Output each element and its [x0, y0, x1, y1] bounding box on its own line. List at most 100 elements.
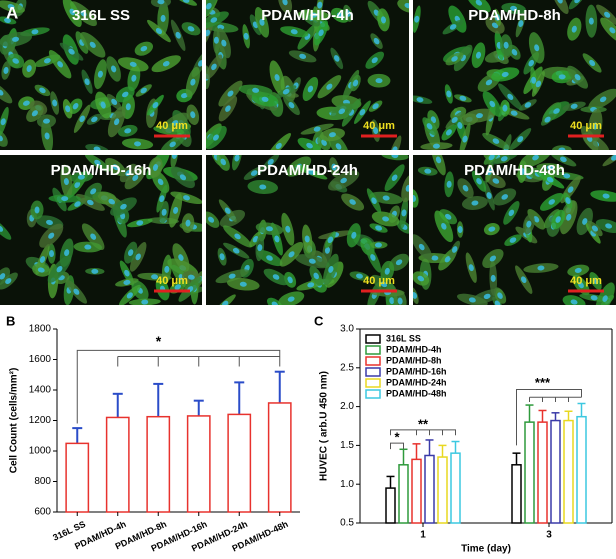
nucleus	[457, 122, 463, 129]
nucleus	[259, 184, 267, 190]
nucleus	[140, 87, 147, 94]
nucleus	[208, 216, 215, 223]
nucleus	[483, 293, 491, 299]
nucleus	[334, 55, 340, 62]
bar	[537, 421, 548, 524]
nucleus	[94, 159, 101, 166]
nucleus	[446, 90, 452, 98]
nucleus	[565, 197, 571, 204]
y-tick-label: 1200	[29, 415, 52, 426]
nucleus	[290, 29, 298, 35]
y-tick-label: 1.5	[340, 440, 354, 451]
nucleus	[570, 299, 578, 305]
nucleus	[359, 109, 366, 116]
legend-swatch	[365, 378, 381, 388]
nucleus	[488, 226, 496, 232]
nucleus	[34, 206, 40, 214]
micrograph	[413, 0, 616, 150]
nucleus	[136, 220, 144, 226]
y-axis-label: Cell Count (cells/mm²)	[9, 368, 20, 474]
nucleus	[553, 108, 560, 114]
nucleus	[492, 178, 500, 184]
nucleus	[459, 95, 467, 101]
nucleus	[299, 53, 307, 59]
nucleus	[180, 92, 188, 99]
nucleus	[349, 199, 356, 205]
nucleus	[152, 101, 159, 109]
nucleus	[441, 222, 447, 230]
nucleus	[426, 123, 433, 130]
nucleus	[492, 138, 500, 144]
nucleus	[187, 274, 195, 280]
nucleus	[497, 292, 503, 299]
bar	[411, 458, 422, 524]
nucleus	[578, 281, 584, 289]
nucleus	[560, 156, 567, 163]
nucleus	[123, 279, 131, 285]
nucleus	[307, 85, 314, 93]
nucleus	[457, 226, 463, 234]
nucleus	[265, 226, 273, 232]
nucleus	[446, 180, 452, 188]
nucleus	[56, 265, 63, 273]
micrograph	[0, 155, 202, 305]
nucleus	[44, 132, 50, 140]
nucleus	[485, 79, 493, 86]
image-label: PDAM/HD-8h	[468, 7, 561, 24]
nucleus	[602, 193, 610, 199]
nucleus	[524, 102, 532, 108]
nucleus	[475, 51, 482, 59]
y-tick-label: 1.0	[340, 479, 354, 490]
nucleus	[592, 277, 599, 285]
nucleus	[491, 22, 499, 29]
nucleus	[120, 203, 127, 210]
nucleus	[80, 10, 87, 17]
nucleus	[501, 194, 508, 200]
nucleus	[0, 134, 3, 142]
nucleus	[49, 250, 55, 258]
nucleus	[39, 256, 46, 263]
nucleus	[371, 57, 378, 64]
nucleus	[468, 264, 474, 272]
nucleus	[605, 223, 613, 229]
nucleus	[380, 16, 386, 24]
nucleus	[307, 282, 315, 288]
nucleus	[91, 268, 99, 274]
nucleus	[340, 177, 347, 184]
nucleus	[574, 74, 581, 81]
nucleus	[252, 87, 260, 93]
nucleus	[380, 281, 388, 288]
nucleus	[308, 258, 316, 264]
nucleus	[124, 269, 130, 277]
nucleus	[510, 110, 518, 116]
nucleus	[432, 143, 440, 149]
nucleus	[42, 118, 50, 124]
nucleus	[313, 272, 319, 280]
nucleus	[313, 126, 321, 132]
nucleus	[282, 0, 288, 6]
nucleus	[155, 28, 163, 35]
scale-bar-label: 40 μm	[363, 120, 395, 132]
nucleus	[507, 93, 514, 100]
nucleus	[486, 192, 492, 199]
bar	[65, 442, 90, 513]
nucleus	[125, 103, 131, 111]
bar	[398, 464, 409, 524]
nucleus	[592, 122, 598, 130]
bar	[524, 421, 535, 524]
nucleus	[267, 158, 274, 165]
nucleus	[152, 164, 159, 171]
image-label: PDAM/HD-24h	[257, 162, 358, 179]
legend-label: PDAM/HD-48h	[386, 388, 447, 398]
scale-bar-label: 40 μm	[570, 120, 602, 132]
nucleus	[90, 188, 97, 195]
nucleus	[555, 216, 561, 223]
nucleus	[77, 174, 85, 180]
nucleus	[414, 15, 420, 23]
nucleus	[89, 41, 96, 48]
nucleus	[288, 101, 295, 109]
y-tick-label: 0.5	[340, 518, 354, 529]
nucleus	[7, 4, 15, 10]
nucleus	[287, 296, 295, 302]
nucleus	[48, 232, 55, 239]
